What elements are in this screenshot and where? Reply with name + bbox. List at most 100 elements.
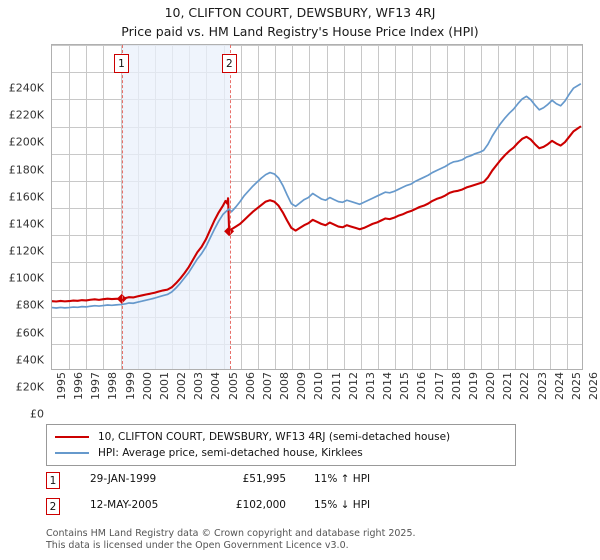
gridline-vertical [429,45,431,369]
legend-swatch-property [55,436,89,438]
x-axis-tick-label: 2011 [329,372,343,400]
gridline-horizontal [52,262,582,264]
page-title: 10, CLIFTON COURT, DEWSBURY, WF13 4RJ [164,5,436,20]
x-axis-tick-label: 2000 [140,372,154,400]
hpi-average-line [52,83,582,309]
y-axis-tick-label: £80K [15,298,44,312]
x-axis-tick-label: 2004 [209,372,223,400]
gridline-horizontal [52,153,582,155]
x-axis-tick-label: 2012 [346,372,360,400]
table-row: 2 12-MAY-2005 £102,000 15% ↓ HPI [46,498,526,524]
gridline-vertical [498,45,500,369]
gridline-vertical [532,45,534,369]
transaction-price-1: £51,995 [242,473,286,485]
x-axis-tick-label: 2001 [157,372,171,400]
legend-label-hpi: HPI: Average price, semi-detached house,… [98,447,363,459]
x-axis-tick-label: 2002 [175,372,189,400]
gridline-vertical [395,45,397,369]
x-axis-tick-label: 2025 [569,372,583,400]
gridline-vertical [378,45,380,369]
ownership-period-band [122,45,230,369]
y-axis: £0 £20K £40K £60K £80K £100K £120K £140K £160K £1… [0,44,48,421]
x-axis-tick-label: 1997 [89,372,103,400]
y-axis-tick-label: £220K [8,108,44,122]
y-axis-tick-label: £140K [8,217,44,231]
x-axis-tick-label: 2010 [312,372,326,400]
page-subtitle: Price paid vs. HM Land Registry's House … [121,24,479,39]
transactions-list: 1 29-JAN-1999 £51,995 11% ↑ HPI 2 12-MAY… [46,472,526,524]
gridline-vertical [343,45,345,369]
footer: Contains HM Land Registry data © Crown c… [46,528,566,551]
gridline-vertical [360,45,362,369]
x-axis-tick-label: 2013 [363,372,377,400]
legend-label-property: 10, CLIFTON COURT, DEWSBURY, WF13 4RJ (s… [98,431,451,443]
gridline-vertical [275,45,277,369]
x-axis-tick-label: 2005 [226,372,240,400]
x-axis-tick-label: 2022 [518,372,532,400]
sale-flag-2[interactable]: 2 [221,54,237,73]
legend-swatch-hpi [55,452,89,454]
transaction-hpi-1: 11% ↑ HPI [314,473,371,485]
gridline-vertical [309,45,311,369]
x-axis-tick-label: 2021 [501,372,515,400]
x-axis-tick-label: 2006 [243,372,257,400]
y-axis-tick-label: £60K [15,326,44,339]
y-axis-tick-label: £100K [8,271,44,285]
x-axis-tick-label: 2008 [278,372,292,400]
gridline-vertical [481,45,483,369]
y-axis-tick-label: £20K [15,380,44,394]
transaction-date-1: 29-JAN-1999 [90,473,157,485]
gridline-vertical [120,45,122,369]
x-axis-tick-label: 2018 [449,372,463,400]
y-axis-tick-label: £200K [8,135,44,149]
price-series [52,83,582,309]
y-axis-tick-label: £180K [8,163,44,176]
gridline-horizontal [52,208,582,209]
transaction-marker-1: 1 [46,472,60,489]
legend-item-hpi: HPI: Average price, semi-detached house,… [55,445,507,461]
x-axis-tick-label: 1999 [123,372,137,400]
transaction-marker-2: 2 [46,498,60,515]
transaction-date-2: 12-MAY-2005 [90,499,159,511]
gridline-vertical [86,45,88,369]
gridline-vertical [566,45,568,369]
gridline-vertical [446,45,448,369]
x-axis-tick-label: 2023 [535,372,549,400]
gridline-horizontal [52,72,582,74]
y-axis-tick-label: £0 [30,407,44,421]
y-axis-tick-label: £240K [8,81,44,95]
copyright-line-1: Contains HM Land Registry data © Crown c… [46,528,416,539]
property-price-line [52,125,582,303]
x-axis-tick-label: 2003 [192,372,206,400]
table-row: 1 29-JAN-1999 £51,995 11% ↑ HPI [46,472,526,498]
gridline-vertical [412,45,414,369]
gridline-horizontal [52,126,582,128]
gridline-vertical [326,45,328,369]
gridline-horizontal [52,180,582,182]
x-axis-tick-label: 2007 [260,372,274,400]
x-axis-tick-label: 2016 [415,372,429,400]
gridline-vertical [549,45,551,369]
y-axis-tick-label: £40K [15,353,44,367]
x-axis-tick-label: 2024 [552,372,566,400]
x-axis-tick-label: 1995 [55,372,68,400]
legend-item-property: 10, CLIFTON COURT, DEWSBURY, WF13 4RJ (s… [55,429,507,445]
gridline-horizontal [52,343,582,345]
sale-flag-1[interactable]: 1 [114,54,130,73]
x-axis-tick-label: 2026 [587,372,600,400]
x-axis-tick-label: 2014 [381,372,395,400]
chart-legend: 10, CLIFTON COURT, DEWSBURY, WF13 4RJ (s… [46,424,516,466]
sale-line-2 [229,45,231,369]
gridline-horizontal [52,235,582,237]
transaction-price-2: £102,000 [235,499,286,511]
x-axis-tick-label: 1998 [106,372,120,400]
x-axis-tick-label: 2017 [432,372,446,400]
x-axis-tick-label: 2009 [295,372,309,400]
sale-line-1 [122,45,124,369]
gridline-horizontal [52,99,582,101]
x-axis: 1995 1996 1997 1998 1999 2000 2001 2002 2003 2004… [51,372,600,420]
copyright-line-2: This data is licensed under the Open Gov… [46,539,349,551]
y-axis-tick-label: £160K [8,190,44,204]
gridline-horizontal [52,316,582,318]
